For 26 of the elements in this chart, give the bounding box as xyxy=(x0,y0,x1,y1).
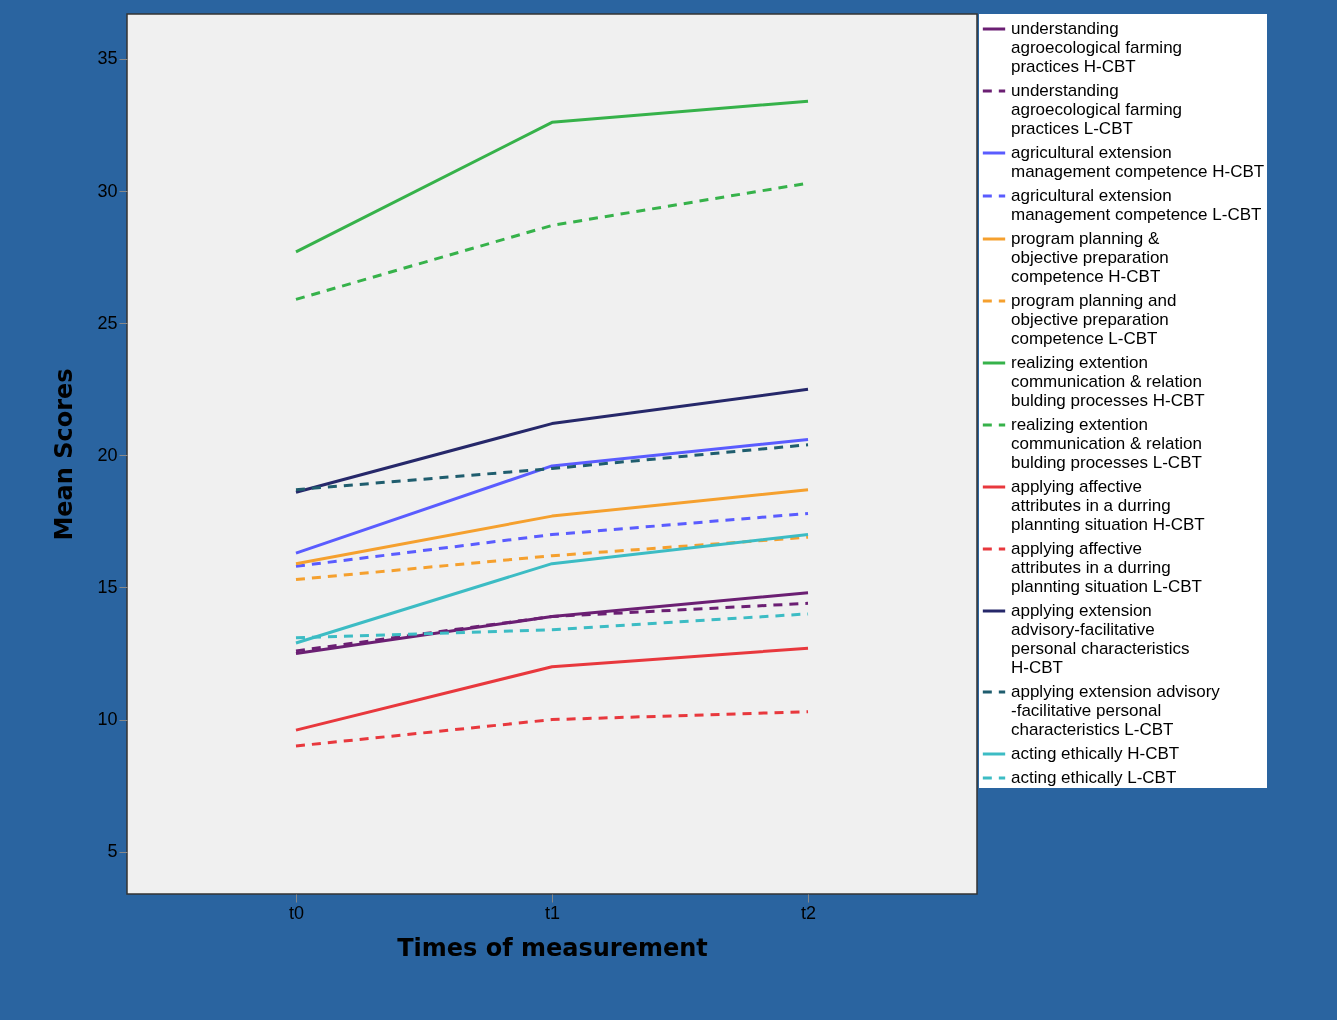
y-tick-label: 5 xyxy=(107,841,118,862)
legend-label: agricultural extension management competence H-CBT xyxy=(1011,143,1265,181)
x-tick-label: t1 xyxy=(544,902,561,923)
y-axis-title: Mean Scores xyxy=(50,368,79,541)
y-tick-label: 30 xyxy=(97,180,118,201)
legend-label: acting ethically L-CBT xyxy=(1011,768,1177,787)
legend-label: understanding agroecological farming practices H-CBT xyxy=(1011,19,1183,76)
legend-label: agricultural extension management competence L-CBT xyxy=(1011,186,1262,224)
legend-label: realizing extention communication & relation bulding processes H-CBT xyxy=(1011,353,1205,410)
x-tick-label: t2 xyxy=(801,902,817,923)
y-tick-label: 15 xyxy=(97,576,118,597)
y-tick-label: 10 xyxy=(97,709,118,730)
x-tick-label: t0 xyxy=(288,902,304,923)
legend-label: realizing extention communication & relation bulding processes L-CBT xyxy=(1011,415,1202,472)
legend-label: applying affective attributes in a durring plannting situation L-CBT xyxy=(1011,539,1202,596)
legend-label: acting ethically H-CBT xyxy=(1011,744,1180,763)
y-tick-label: 35 xyxy=(97,48,118,69)
legend-label: program planning and objective preparation competence L-CBT xyxy=(1011,291,1177,348)
legend-label: program planning & objective preparation competence H-CBT xyxy=(1011,229,1169,286)
y-tick-label: 20 xyxy=(97,444,118,465)
x-axis-title: Times of measurement xyxy=(397,933,708,962)
legend-label: applying extension advisory -facilitative personal characteristics L-CBT xyxy=(1011,682,1221,739)
legend-label: applying affective attributes in a durring plannting situation H-CBT xyxy=(1011,477,1205,534)
legend-label: applying extension advisory-facilitative personal characteristics H-CBT xyxy=(1011,601,1190,677)
y-tick-label: 25 xyxy=(97,312,118,333)
legend-label: understanding agroecological farming practices L-CBT xyxy=(1011,81,1183,138)
